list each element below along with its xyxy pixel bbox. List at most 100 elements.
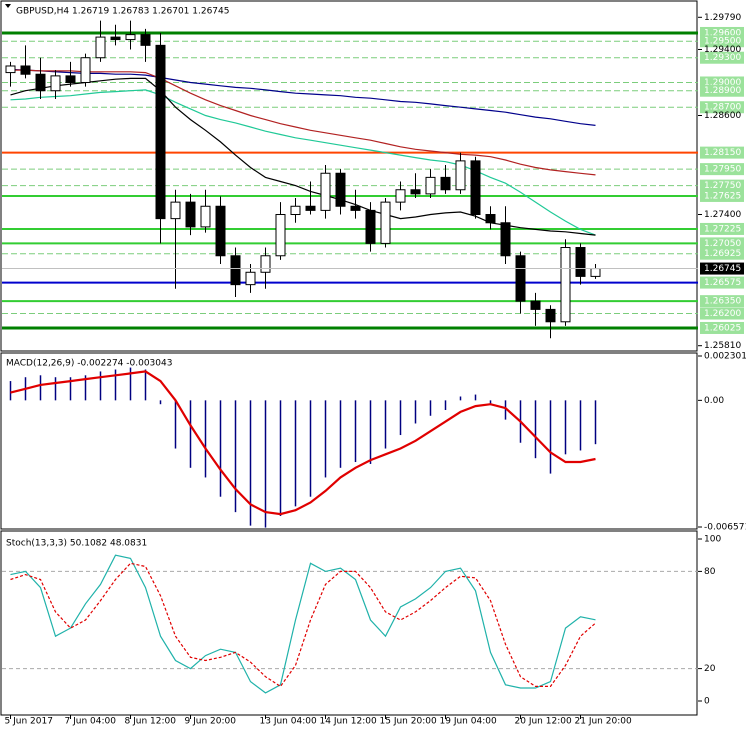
level-label-box <box>700 101 744 114</box>
candle-body <box>140 34 151 46</box>
candle-body <box>80 57 91 83</box>
level-label: 1.28700 <box>704 103 741 113</box>
level-label-box <box>700 321 744 334</box>
candle-body <box>5 65 16 74</box>
level-label: 1.26925 <box>704 249 741 259</box>
level-label: 1.27750 <box>704 181 741 191</box>
candle-body <box>395 189 406 203</box>
level-label-box <box>700 84 744 97</box>
candle-body <box>290 205 301 216</box>
y-tick-label: 1.25810 <box>704 341 741 351</box>
level-label-box <box>700 51 744 64</box>
y-tick-label: 0 <box>704 697 710 707</box>
x-tick-label: 7 Jun 04:00 <box>65 717 117 727</box>
level-label: 1.29300 <box>704 53 741 63</box>
level-label: 1.26025 <box>704 323 741 333</box>
x-tick-label: 14 Jun 12:00 <box>320 717 377 727</box>
x-tick-label: 21 Jun 20:00 <box>575 717 632 727</box>
level-label: 1.28150 <box>704 148 741 158</box>
candle-body <box>20 65 31 75</box>
candle-body <box>50 75 61 92</box>
menu-arrow <box>5 4 11 8</box>
candle-body <box>515 255 526 302</box>
y-tick-label: 1.27400 <box>704 210 741 220</box>
level-label-box <box>700 146 744 159</box>
candle-body <box>335 172 346 207</box>
candle-body <box>305 205 316 211</box>
y-tick-label: 1.28600 <box>704 111 741 121</box>
price-pane <box>0 0 698 352</box>
level-label-box <box>700 35 744 48</box>
x-tick-label: 9 Jun 20:00 <box>185 717 237 727</box>
level-label: 1.26575 <box>704 278 741 288</box>
x-tick-label: 8 Jun 12:00 <box>125 717 177 727</box>
candle-body <box>500 222 511 257</box>
macd-signal <box>10 370 596 516</box>
level-label-box <box>700 295 744 308</box>
level-label: 1.27950 <box>704 165 741 175</box>
level-label-box <box>700 189 744 202</box>
candle-body <box>440 176 451 191</box>
candle-body <box>530 300 541 310</box>
candle-body <box>185 201 196 228</box>
level-label-box <box>700 307 744 320</box>
candle-body <box>410 189 421 195</box>
y-tick-label: -0.006571 <box>704 523 746 533</box>
candle-body <box>380 201 391 244</box>
candle-body <box>215 205 226 257</box>
level-label-box <box>700 276 744 289</box>
candle-body <box>110 36 121 41</box>
level-label: 1.27225 <box>704 224 741 234</box>
candle-body <box>590 268 601 277</box>
level-label: 1.29600 <box>704 28 741 38</box>
candle-body <box>200 205 211 228</box>
candle-body <box>35 73 46 92</box>
level-label-box <box>700 222 744 235</box>
candle-body <box>170 201 181 220</box>
y-tick-label: 1.29400 <box>704 45 741 55</box>
candle-body <box>230 255 241 286</box>
candle-body <box>65 75 76 83</box>
candle-body <box>575 247 586 277</box>
current-price-box <box>700 262 744 275</box>
level-label-box <box>700 237 744 250</box>
x-tick-label: 19 Jun 04:00 <box>440 717 497 727</box>
level-label-box <box>700 179 744 192</box>
candle-body <box>560 247 571 323</box>
level-label: 1.29000 <box>704 78 741 88</box>
candle-body <box>275 214 286 257</box>
stoch-main <box>10 554 596 694</box>
level-label-box <box>700 247 744 260</box>
moving-average <box>10 89 596 236</box>
candle-body <box>470 160 481 216</box>
x-tick-label: 13 Jun 04:00 <box>260 717 317 727</box>
y-tick-label: 80 <box>704 567 716 577</box>
candle-body <box>125 34 136 41</box>
candle-body <box>350 205 361 211</box>
candle-body <box>455 160 466 191</box>
moving-average <box>10 69 596 176</box>
level-label-box <box>700 163 744 176</box>
moving-average <box>10 77 596 236</box>
candle-body <box>245 271 256 286</box>
candle-body <box>320 172 331 211</box>
candle-body <box>95 36 106 59</box>
level-label: 1.29500 <box>704 37 741 47</box>
price-title: GBPUSD,H4 1.26719 1.26783 1.26701 1.2674… <box>16 7 229 17</box>
y-tick-label: 100 <box>704 534 721 544</box>
y-tick-label: 20 <box>704 664 716 674</box>
macd-pane <box>0 352 698 530</box>
y-tick-label: 1.29790 <box>704 13 741 23</box>
level-label: 1.27050 <box>704 239 741 249</box>
level-label: 1.26350 <box>704 297 741 307</box>
x-tick-label: 5 Jun 2017 <box>5 717 53 727</box>
candle-body <box>545 308 556 323</box>
level-label: 1.28900 <box>704 86 741 96</box>
stoch-pane <box>0 530 698 716</box>
level-label: 1.27625 <box>704 191 741 201</box>
candle-body <box>485 214 496 224</box>
candle-body <box>365 209 376 244</box>
level-label: 1.26200 <box>704 309 741 319</box>
